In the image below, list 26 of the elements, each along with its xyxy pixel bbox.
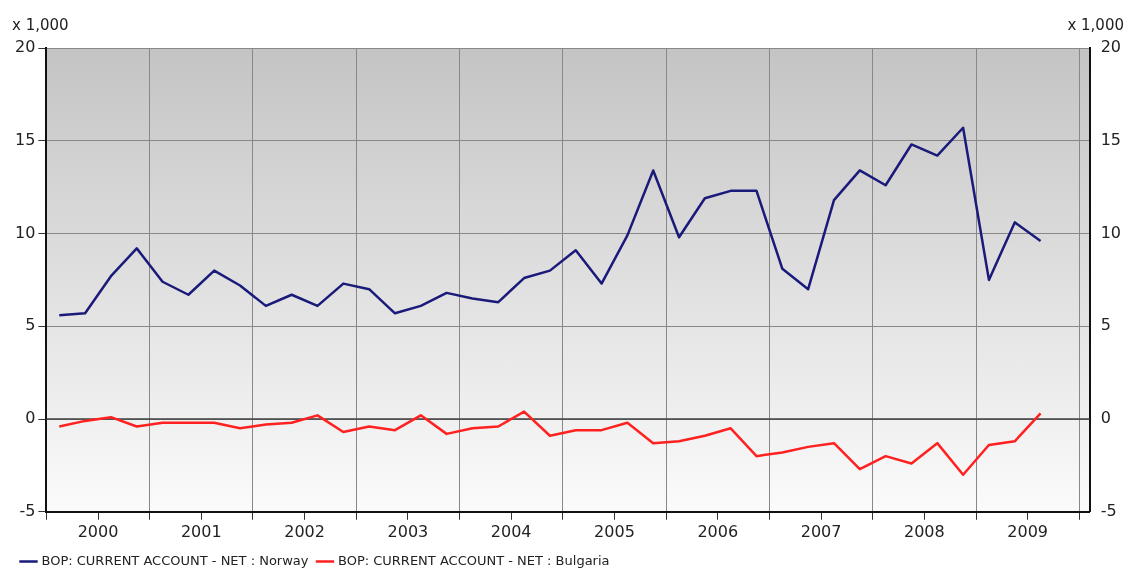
x-tick-label: 2007	[800, 521, 842, 541]
x-tick-label: 2000	[77, 521, 119, 541]
y2-tick-label: 20	[1100, 37, 1121, 57]
y-tick-label: 15	[15, 129, 36, 149]
legend-label: BOP: CURRENT ACCOUNT - NET : Norway	[41, 552, 309, 568]
x-tick-label: 2002	[284, 521, 325, 541]
x-tick-label: 2006	[697, 521, 739, 541]
y2-tick-label: 5	[1100, 315, 1111, 335]
y-tick-label: 10	[15, 222, 36, 242]
y2-tick-label: 15	[1100, 129, 1121, 149]
x-tick-label: 2004	[490, 521, 532, 541]
y2-axis-title: x 1,000	[1067, 16, 1124, 35]
x-tick-label: 2003	[387, 521, 429, 541]
x-tick-label: 2009	[1007, 521, 1049, 541]
y-tick-label: 20	[15, 37, 36, 57]
x-tick-label: 2001	[180, 521, 222, 541]
y-tick-label: 0	[25, 408, 36, 428]
y-tick-label: -5	[19, 500, 36, 520]
legend-label: BOP: CURRENT ACCOUNT - NET : Bulgaria	[337, 552, 610, 568]
y-axis-title: x 1,000	[12, 16, 69, 35]
x-tick-label: 2005	[594, 521, 635, 541]
y2-tick-label: 10	[1100, 222, 1121, 242]
y2-tick-label: -5	[1100, 500, 1117, 520]
x-tick-label: 2008	[904, 521, 945, 541]
y-tick-label: 5	[25, 315, 36, 335]
y2-tick-label: 0	[1100, 408, 1111, 428]
